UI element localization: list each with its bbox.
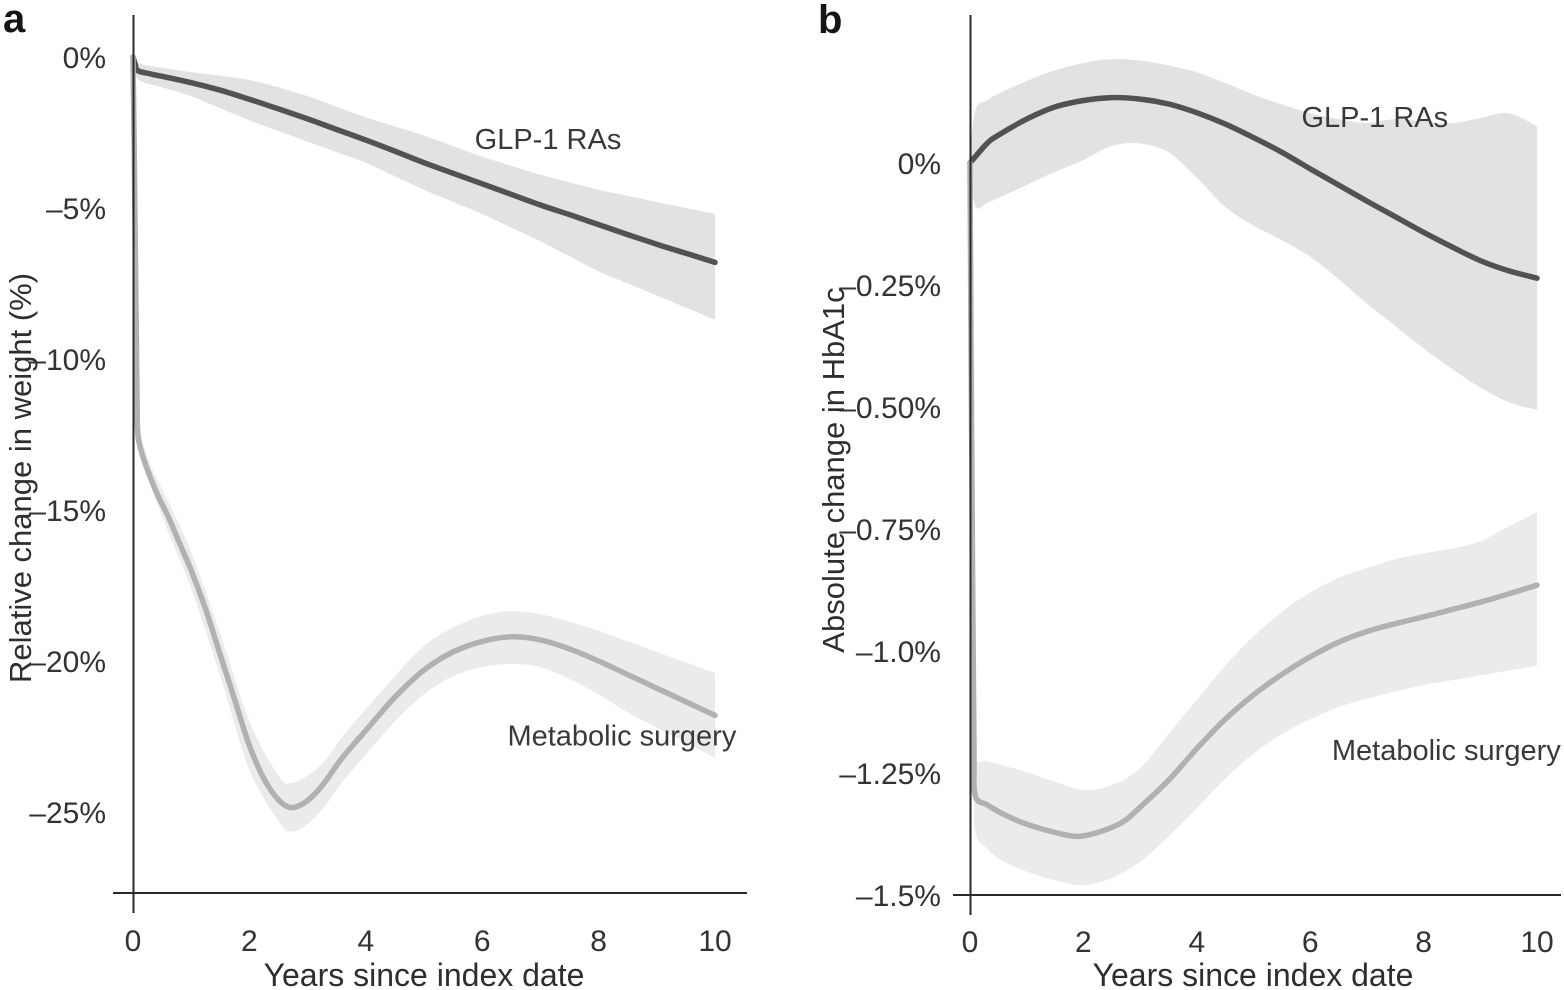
x-tick-label: 0: [125, 925, 142, 958]
panel-b: 0% –0.25% –0.50% –0.75% –1.0% –1.25% –1.5% 0 2 4 6…: [816, 0, 1561, 990]
y-tick-label: 0%: [898, 148, 941, 181]
series-label-metabolic-surgery: Metabolic surgery: [507, 721, 736, 753]
x-axis-title: Years since index date: [264, 957, 585, 990]
series-label-glp-1-ras: GLP-1 RAs: [475, 124, 622, 156]
x-tick-label: 6: [1302, 926, 1319, 959]
y-tick-label: –1.0%: [856, 636, 941, 669]
series-line-glp-1-ras: [130, 54, 718, 266]
x-tick-label: 2: [1075, 926, 1092, 959]
x-tick-label: 10: [1520, 926, 1553, 959]
y-tick-label: –0.75%: [839, 514, 941, 547]
confidence-band-metabolic-surgery: [970, 172, 1537, 886]
y-tick-label: –0.25%: [839, 270, 941, 303]
y-tick-label: 0%: [63, 42, 106, 75]
y-tick-label: –1.25%: [839, 758, 941, 791]
panel-letter-b: b: [818, 0, 842, 42]
y-tick-label: –10%: [29, 344, 106, 377]
y-tick-label: –15%: [29, 495, 106, 528]
y-axis-title: Absolute change in HbA1c: [816, 287, 851, 652]
series-label-metabolic-surgery: Metabolic surgery: [1332, 735, 1561, 767]
confidence-band-glp-1-ras: [133, 57, 715, 320]
y-tick-label: –1.5%: [856, 880, 941, 913]
series-label-glp-1-ras: GLP-1 RAs: [1301, 102, 1448, 134]
y-tick-label: –20%: [29, 646, 106, 679]
x-axis-title: Years since index date: [1093, 957, 1414, 990]
x-tick-label: 4: [1188, 926, 1205, 959]
x-tick-label: 6: [474, 925, 491, 958]
x-tick-label: 0: [962, 926, 979, 959]
y-axis-title: Relative change in weight (%): [3, 273, 38, 683]
confidence-band-metabolic-surgery: [133, 57, 715, 832]
y-tick-label: –0.50%: [839, 392, 941, 425]
panel-a: 0% –5% –10% –15% –20% –25% 0 2 4 6 8 10 Years since …: [3, 0, 747, 990]
x-tick-label: 10: [698, 925, 731, 958]
series-line-metabolic-surgery: [130, 54, 718, 811]
confidence-band-glp-1-ras: [970, 58, 1537, 410]
x-tick-label: 8: [1415, 926, 1432, 959]
series-line-glp-1-ras: [967, 94, 1540, 281]
x-tick-label: 4: [357, 925, 374, 958]
y-tick-label: –5%: [46, 193, 106, 226]
x-tick-label: 2: [241, 925, 258, 958]
x-tick-label: 8: [590, 925, 607, 958]
series-line-metabolic-surgery: [967, 160, 1540, 840]
y-tick-label: –25%: [29, 797, 106, 830]
panel-letter-a: a: [3, 0, 26, 41]
